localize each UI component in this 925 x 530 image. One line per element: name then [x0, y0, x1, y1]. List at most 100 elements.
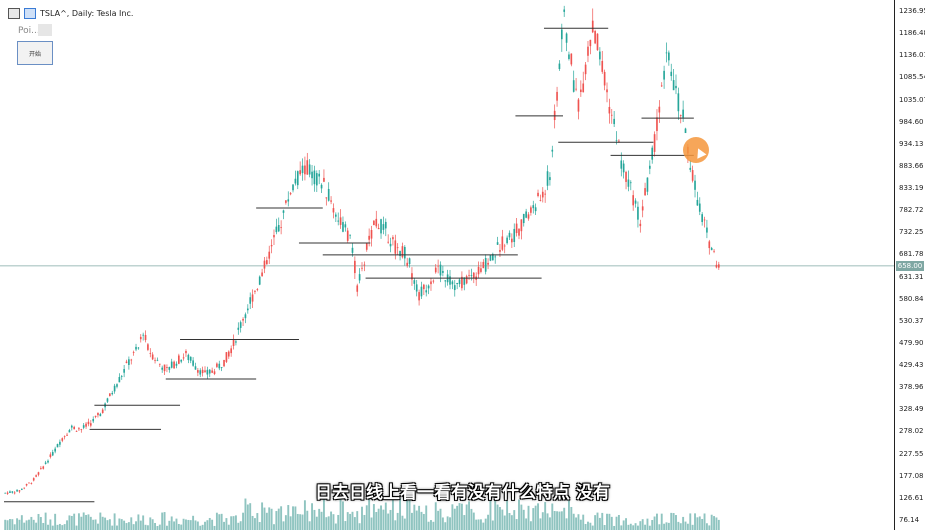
- candle-body: [439, 264, 442, 276]
- candle: [289, 192, 292, 196]
- candle: [580, 80, 582, 97]
- candle-body: [189, 356, 192, 361]
- candle-body: [596, 33, 599, 51]
- volume-bar: [594, 515, 597, 530]
- candle-body: [656, 117, 658, 132]
- candle-body: [670, 71, 673, 77]
- candle-body: [468, 274, 470, 276]
- candle: [668, 50, 670, 66]
- candle: [89, 420, 92, 428]
- candle: [244, 312, 247, 324]
- candle: [308, 159, 311, 178]
- candle: [392, 235, 394, 246]
- y-tick-label: 429.43: [899, 361, 924, 370]
- candle-body: [306, 160, 309, 175]
- start-button[interactable]: 开始: [17, 41, 53, 65]
- poi-toggle[interactable]: [38, 24, 52, 36]
- volume-bar: [144, 524, 147, 530]
- volume-bar: [175, 518, 178, 530]
- candle: [411, 267, 413, 286]
- candle-body: [263, 260, 266, 269]
- candle: [268, 245, 271, 264]
- candle-body: [313, 170, 316, 185]
- candle: [394, 234, 397, 260]
- video-subtitle: 日去日线上看一看有没有什么特点 没有: [315, 483, 610, 503]
- candle: [694, 174, 696, 198]
- candle: [663, 65, 665, 89]
- volume-bar: [375, 512, 378, 530]
- candle: [270, 239, 273, 254]
- candle: [354, 256, 356, 280]
- candle-body: [518, 228, 520, 236]
- volume-bar: [349, 513, 352, 530]
- candle-body: [40, 468, 42, 469]
- volume-bar: [11, 519, 14, 530]
- volume-bar: [218, 514, 221, 530]
- candle: [358, 268, 361, 284]
- candle-body: [677, 93, 680, 112]
- candle: [610, 108, 613, 124]
- volume-bar: [494, 494, 497, 530]
- candle-body: [315, 173, 318, 186]
- candle-body: [713, 250, 715, 252]
- candle: [389, 237, 392, 253]
- volume-bar: [361, 506, 363, 530]
- volume-bar: [622, 520, 625, 530]
- candle: [546, 165, 549, 191]
- candle: [178, 353, 180, 365]
- candle-body: [156, 359, 159, 361]
- volume-bar: [444, 522, 447, 530]
- candle-body: [299, 170, 301, 175]
- candle: [194, 362, 197, 370]
- candle: [537, 189, 539, 198]
- volume-bar: [251, 515, 254, 530]
- candle-body: [218, 363, 221, 369]
- candle-body: [679, 115, 682, 116]
- candle: [432, 279, 435, 284]
- candle-body: [42, 466, 45, 469]
- candle-body: [620, 160, 623, 169]
- candle: [287, 191, 290, 207]
- volume-bar: [306, 510, 309, 530]
- candle: [494, 254, 497, 264]
- volume-bar: [101, 516, 104, 530]
- symbol-label: TSLA^, Daily: Tesla Inc.: [40, 8, 134, 18]
- volume-bar: [146, 525, 149, 530]
- candle-body: [6, 492, 9, 494]
- candle: [575, 78, 577, 92]
- volume-bar: [82, 512, 85, 530]
- candle-body: [442, 270, 444, 273]
- candle: [104, 402, 106, 411]
- volume-bar: [256, 513, 259, 530]
- candle-body: [339, 217, 342, 225]
- volume-bar: [556, 511, 559, 530]
- candle-body: [346, 230, 349, 241]
- candle-body: [246, 308, 249, 311]
- volume-bar: [161, 512, 164, 530]
- candle-body: [396, 247, 399, 249]
- candle: [594, 29, 596, 45]
- candle: [306, 152, 309, 175]
- candle-body: [142, 334, 144, 336]
- volume-bar: [80, 516, 83, 530]
- candle: [75, 430, 78, 433]
- volume-bar: [113, 513, 116, 530]
- candle-body: [294, 178, 297, 184]
- volume-bar: [401, 515, 404, 530]
- candle-body: [658, 106, 661, 113]
- candle: [187, 353, 190, 364]
- candle: [482, 259, 485, 269]
- volume-bar: [289, 516, 292, 530]
- candle-body: [458, 279, 461, 285]
- volume-bar: [527, 505, 530, 530]
- candle: [137, 346, 140, 350]
- volume-bar: [63, 524, 66, 530]
- candle-body: [489, 255, 492, 261]
- candle-body: [496, 242, 499, 245]
- volume-bar: [18, 519, 21, 530]
- candle-body: [403, 246, 406, 259]
- candle-body: [434, 267, 437, 273]
- candle: [501, 229, 504, 252]
- candle-body: [627, 179, 630, 187]
